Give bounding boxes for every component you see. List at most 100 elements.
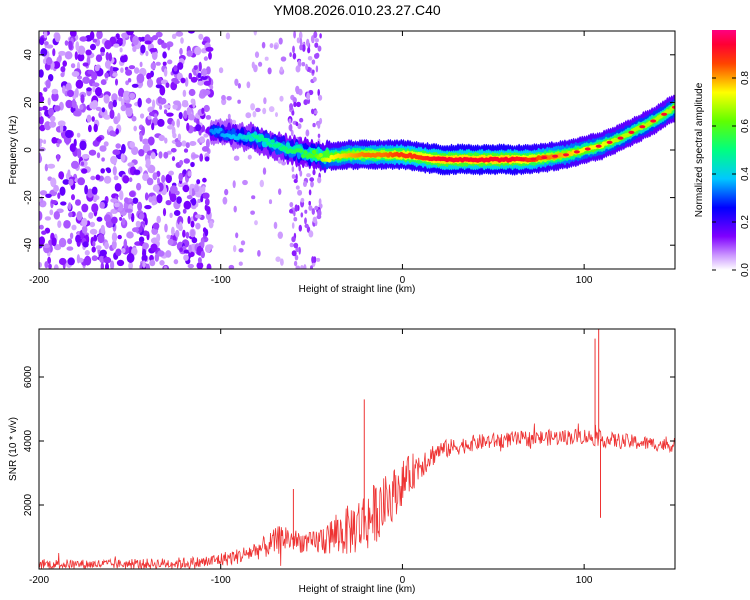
noise-speck — [297, 189, 303, 196]
noise-speck — [173, 210, 181, 216]
noise-speck — [186, 106, 192, 116]
noise-speck — [127, 162, 135, 168]
noise-speck — [242, 179, 248, 186]
noise-speck — [318, 94, 323, 101]
x-tick-label: -200 — [29, 275, 49, 286]
noise-speck — [111, 208, 116, 214]
noise-speck — [69, 143, 76, 153]
noise-speck — [117, 37, 123, 44]
snr-y-axis: 2000 4000 6000 — [23, 365, 675, 516]
noise-speck — [149, 259, 156, 267]
noise-speck — [163, 104, 171, 109]
noise-speck — [100, 262, 104, 269]
noise-speck — [53, 105, 61, 112]
noise-speck — [96, 152, 101, 159]
noise-speck — [81, 217, 88, 227]
noise-speck — [95, 54, 103, 62]
noise-speck — [128, 65, 136, 70]
noise-speck — [183, 158, 190, 164]
noise-speck — [128, 191, 136, 197]
noise-speck — [144, 205, 152, 210]
x-tick-label: 0 — [400, 575, 406, 586]
noise-speck — [292, 45, 295, 54]
noise-speck — [56, 154, 60, 162]
noise-speck — [295, 173, 298, 181]
noise-speck — [177, 133, 182, 141]
noise-speck — [308, 189, 312, 196]
noise-speck — [167, 43, 171, 51]
noise-speck — [119, 190, 124, 201]
noise-speck — [298, 31, 303, 40]
noise-speck — [250, 103, 256, 111]
noise-speck — [109, 109, 115, 120]
noise-speck — [142, 230, 149, 236]
noise-speck — [100, 47, 106, 54]
noise-speck — [163, 151, 169, 159]
noise-speck — [202, 192, 210, 199]
noise-speck — [142, 260, 146, 269]
noise-speck — [188, 251, 195, 258]
noise-speck — [150, 62, 156, 70]
noise-speck — [103, 141, 109, 147]
noise-speck — [152, 184, 160, 192]
noise-speck — [46, 44, 54, 49]
noise-speck — [48, 263, 52, 269]
ridge-bead — [519, 157, 526, 162]
noise-speck — [39, 95, 45, 103]
noise-speck — [104, 241, 109, 250]
noise-speck — [108, 101, 114, 110]
noise-speck — [127, 78, 132, 83]
noise-speck — [146, 78, 154, 88]
noise-speck — [64, 40, 69, 46]
noise-speck — [221, 94, 226, 101]
noise-speck — [146, 72, 152, 80]
noise-speck — [311, 208, 315, 215]
noise-speck — [298, 224, 302, 232]
y-tick-label: 6000 — [23, 365, 34, 388]
noise-speck — [176, 118, 180, 128]
noise-speck — [39, 262, 42, 268]
noise-speck — [145, 263, 150, 269]
noise-speck — [88, 124, 92, 133]
noise-speck — [113, 43, 120, 48]
noise-speck — [191, 154, 200, 159]
x-tick-label: -100 — [211, 275, 231, 286]
noise-speck — [277, 231, 283, 239]
noise-speck — [181, 101, 189, 108]
noise-speck — [164, 223, 168, 233]
noise-speck — [179, 159, 184, 166]
noise-speck — [70, 63, 76, 69]
noise-speck — [194, 46, 202, 56]
noise-speck — [103, 94, 110, 104]
noise-speck — [136, 182, 142, 191]
noise-speck — [182, 89, 187, 97]
noise-speck — [57, 139, 62, 144]
noise-speck — [157, 250, 165, 257]
noise-speck — [156, 77, 163, 85]
noise-speck — [119, 216, 123, 221]
noise-speck — [60, 72, 65, 78]
noise-speck — [233, 205, 237, 213]
noise-speck — [76, 211, 83, 221]
noise-speck — [62, 85, 66, 94]
noise-speck — [280, 258, 284, 266]
noise-speck — [155, 84, 163, 89]
noise-speck — [317, 122, 321, 129]
snr-series-line — [39, 423, 675, 569]
noise-speck — [129, 92, 136, 100]
noise-speck — [149, 48, 157, 53]
noise-speck — [51, 92, 59, 102]
noise-speck — [81, 203, 89, 213]
noise-speck — [254, 51, 260, 58]
noise-speck — [305, 99, 310, 104]
noise-speck — [312, 216, 317, 223]
x-tick-label: 0 — [400, 275, 406, 286]
noise-speck — [235, 232, 239, 239]
noise-speck — [71, 160, 79, 169]
noise-speck — [185, 231, 190, 239]
noise-speck — [99, 145, 107, 152]
noise-speck — [301, 61, 306, 67]
ridge-bead — [672, 105, 675, 109]
noise-speck — [300, 212, 304, 218]
noise-speck — [178, 172, 183, 182]
